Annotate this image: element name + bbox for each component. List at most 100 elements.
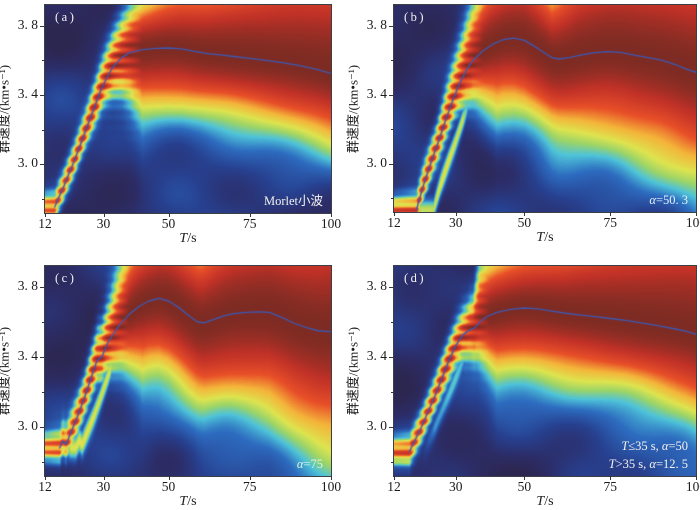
panel-c-plot: (c) α=75 T/s 群速度/(km•s⁻¹) 12 30 50 75 100 3. … [0, 265, 341, 509]
y-tick-mark [40, 287, 45, 288]
x-tick-mark [45, 476, 46, 480]
y-axis-title-c: 群速度/(km•s⁻¹) [0, 326, 12, 416]
panel-b-tag: (b) [404, 10, 427, 24]
x-tick-mark [331, 476, 332, 480]
y-tick-mark [40, 357, 45, 358]
x-tick-label: 12 [38, 216, 52, 231]
panel-c-tag: (c) [55, 271, 77, 285]
x-tick-mark [45, 213, 46, 217]
y-axis-title-b: 群速度/(km•s⁻¹) [345, 64, 361, 153]
y-tick-label: 3. 0 [366, 418, 387, 434]
x-tick-mark [103, 213, 105, 217]
x-axis-title-b: T/s [536, 230, 554, 245]
y-minor-tick-mark [42, 129, 45, 131]
y-minor-tick-mark [42, 322, 45, 323]
x-axis-title-c: T/s [179, 494, 197, 509]
x-tick-label: 100 [320, 479, 342, 494]
x-axis-title-d: T/s [536, 494, 554, 509]
panel-a-plot: (a) Morlet小波 T/s 群速度/(km•s⁻¹) 12 30 50 75 10… [0, 4, 341, 246]
x-tick-label: 50 [161, 216, 176, 231]
x-tick-label: 75 [243, 479, 257, 494]
x-tick-label: 12 [387, 479, 401, 494]
y-minor-tick-mark [391, 322, 394, 323]
x-tick-mark [524, 476, 526, 480]
x-tick-label: 50 [517, 479, 532, 494]
y-minor-tick-mark [391, 198, 394, 200]
panel-a-annotation: Morlet小波 [264, 192, 323, 210]
panel-a-tag: (a) [55, 10, 77, 24]
x-tick-label: 12 [38, 479, 52, 494]
y-tick-mark [40, 164, 45, 166]
heatmap-canvas-b [394, 5, 696, 212]
y-minor-tick-mark [42, 462, 45, 463]
y-minor-tick-mark [42, 392, 45, 393]
x-tick-label: 30 [96, 479, 111, 494]
annotation-line: T≤35 s, α=50 [621, 438, 688, 453]
y-tick-mark [40, 95, 45, 97]
y-tick-label: 3. 8 [17, 16, 38, 32]
y-tick-label: 3. 8 [17, 278, 38, 294]
x-tick-mark [168, 213, 170, 217]
panel-b-annotation: α=50. 3 [649, 191, 688, 209]
x-tick-mark [103, 476, 105, 480]
y-minor-tick-mark [42, 199, 45, 201]
x-tick-mark [249, 476, 251, 480]
y-tick-mark [389, 287, 394, 288]
y-tick-mark [389, 94, 394, 96]
y-minor-tick-mark [391, 462, 394, 463]
y-tick-mark [389, 25, 394, 27]
y-tick-label: 3. 0 [366, 154, 387, 170]
x-tick-mark [524, 212, 526, 216]
x-tick-label: 50 [517, 215, 532, 230]
panel-c-annotation: α=75 [297, 455, 323, 473]
x-tick-mark [394, 476, 395, 480]
y-tick-label: 3. 4 [366, 348, 387, 364]
x-tick-label: 30 [449, 479, 463, 494]
x-axis-title-a: T/s [179, 231, 197, 246]
x-tick-mark [696, 476, 697, 480]
y-minor-tick-mark [391, 60, 394, 62]
x-tick-mark [455, 212, 457, 216]
y-minor-tick-mark [391, 129, 394, 131]
x-tick-mark [696, 212, 697, 216]
panel-d-tag: (d) [404, 271, 427, 285]
x-tick-mark [455, 476, 457, 480]
y-tick-mark [40, 426, 45, 428]
y-minor-tick-mark [391, 392, 394, 393]
y-axis-title-a: 群速度/(km•s⁻¹) [0, 64, 12, 154]
y-tick-label: 3. 4 [17, 348, 38, 364]
y-tick-label: 3. 0 [17, 418, 38, 434]
x-tick-label: 75 [603, 215, 617, 230]
y-tick-label: 3. 4 [17, 86, 38, 102]
x-tick-mark [610, 476, 612, 480]
y-tick-label: 3. 0 [17, 155, 38, 171]
y-tick-mark [389, 163, 394, 165]
heatmap-canvas-c [45, 266, 331, 476]
y-tick-label: 3. 8 [366, 16, 387, 32]
annotation-line: α=50. 3 [649, 192, 688, 207]
x-tick-mark [610, 212, 612, 216]
x-tick-label: 100 [685, 215, 700, 230]
x-tick-label: 100 [685, 479, 700, 494]
x-tick-label: 30 [449, 215, 463, 230]
panel-d-annotation: T≤35 s, α=50 T>35 s, α=12. 5 [609, 437, 688, 473]
x-tick-label: 12 [387, 215, 401, 230]
x-tick-label: 50 [161, 479, 176, 494]
x-tick-mark [168, 476, 170, 480]
x-tick-label: 30 [96, 216, 111, 231]
y-tick-mark [389, 357, 394, 358]
x-tick-label: 100 [320, 216, 342, 231]
heatmap-canvas-d [394, 266, 696, 476]
y-tick-mark [40, 25, 45, 27]
x-tick-mark [394, 212, 395, 216]
x-tick-mark [249, 213, 251, 217]
panel-b-plot: (b) α=50. 3 T/s 群速度/(km•s⁻¹) 12 30 50 75 100… [346, 4, 700, 245]
y-axis-title-d: 群速度/(km•s⁻¹) [345, 326, 361, 416]
annotation-line: α=75 [296, 456, 323, 471]
y-tick-label: 3. 8 [366, 278, 387, 294]
x-tick-label: 75 [243, 216, 257, 231]
y-tick-label: 3. 4 [366, 85, 387, 101]
annotation-line: Morlet小波 [263, 193, 323, 208]
x-tick-mark [331, 213, 332, 217]
